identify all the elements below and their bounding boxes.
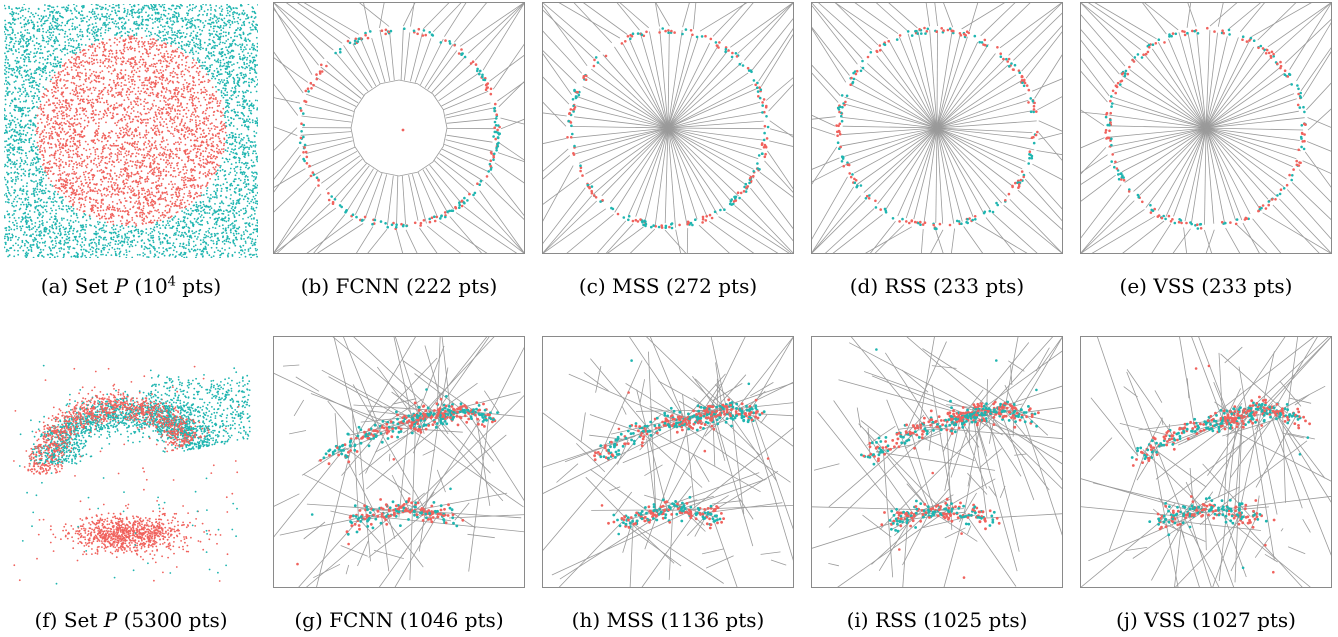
kept-points [298, 27, 501, 231]
panel-i-rss-moons: (i) RSS (1025 pts) [811, 336, 1063, 636]
cell-edges [273, 336, 525, 588]
caption-b: (b) FCNN (222 pts) [300, 274, 498, 298]
panel-g-fcnn-moons: (g) FCNN (1046 pts) [273, 336, 525, 636]
voronoi-circle-vss [1080, 2, 1332, 254]
caption-j: (j) VSS (1027 pts) [1116, 608, 1296, 632]
panel-a-full-set-circle: (a) Set P (104 pts) [4, 4, 258, 304]
caption-i: (i) RSS (1025 pts) [846, 608, 1028, 632]
kept-points [296, 388, 499, 566]
kept-points [1130, 364, 1311, 574]
scatter-circle-full [4, 4, 258, 258]
panel-f-full-set-moons: (f) Set P (5300 pts) [0, 334, 262, 637]
kept-points [835, 26, 1039, 231]
panel-c-mss-circle: (c) MSS (272 pts) [542, 2, 794, 302]
cell-edges [811, 336, 1063, 588]
point-cloud [4, 4, 258, 258]
caption-e: (e) VSS (233 pts) [1119, 274, 1293, 298]
panel-j-vss-moons: (j) VSS (1027 pts) [1080, 336, 1332, 636]
panel-d-rss-circle: (d) RSS (233 pts) [811, 2, 1063, 302]
caption-h: (h) MSS (1136 pts) [571, 608, 765, 632]
voronoi-moons-mss [542, 336, 794, 588]
caption-d: (d) RSS (233 pts) [849, 274, 1025, 298]
voronoi-moons-vss [1080, 336, 1332, 588]
caption-c: (c) MSS (272 pts) [578, 274, 758, 298]
caption-a: (a) Set P (104 pts) [40, 274, 222, 298]
kept-points [566, 27, 770, 230]
panel-h-mss-moons: (h) MSS (1136 pts) [542, 336, 794, 636]
voronoi-circle-rss [811, 2, 1063, 254]
boundary-cells [1080, 2, 1332, 254]
kept-points [860, 348, 1040, 579]
scatter-moons-full [13, 364, 251, 585]
caption-f: (f) Set P (5300 pts) [34, 608, 228, 632]
voronoi-moons-fcnn [273, 336, 525, 588]
caption-g: (g) FCNN (1046 pts) [294, 608, 504, 632]
voronoi-circle-mss [542, 2, 794, 254]
cell-edges [1080, 336, 1332, 588]
boundary-cells [542, 2, 794, 254]
panel-b-fcnn-circle: (b) FCNN (222 pts) [273, 2, 525, 302]
boundary-cells [811, 2, 1063, 254]
panel-e-vss-circle: (e) VSS (233 pts) [1080, 2, 1332, 302]
kept-points [593, 359, 770, 536]
kept-points [1104, 26, 1307, 230]
point-cloud [13, 364, 251, 585]
boundary-cells [273, 2, 525, 254]
cell-edges [542, 336, 794, 588]
voronoi-moons-rss [811, 336, 1063, 588]
voronoi-circle-fcnn [273, 2, 525, 254]
